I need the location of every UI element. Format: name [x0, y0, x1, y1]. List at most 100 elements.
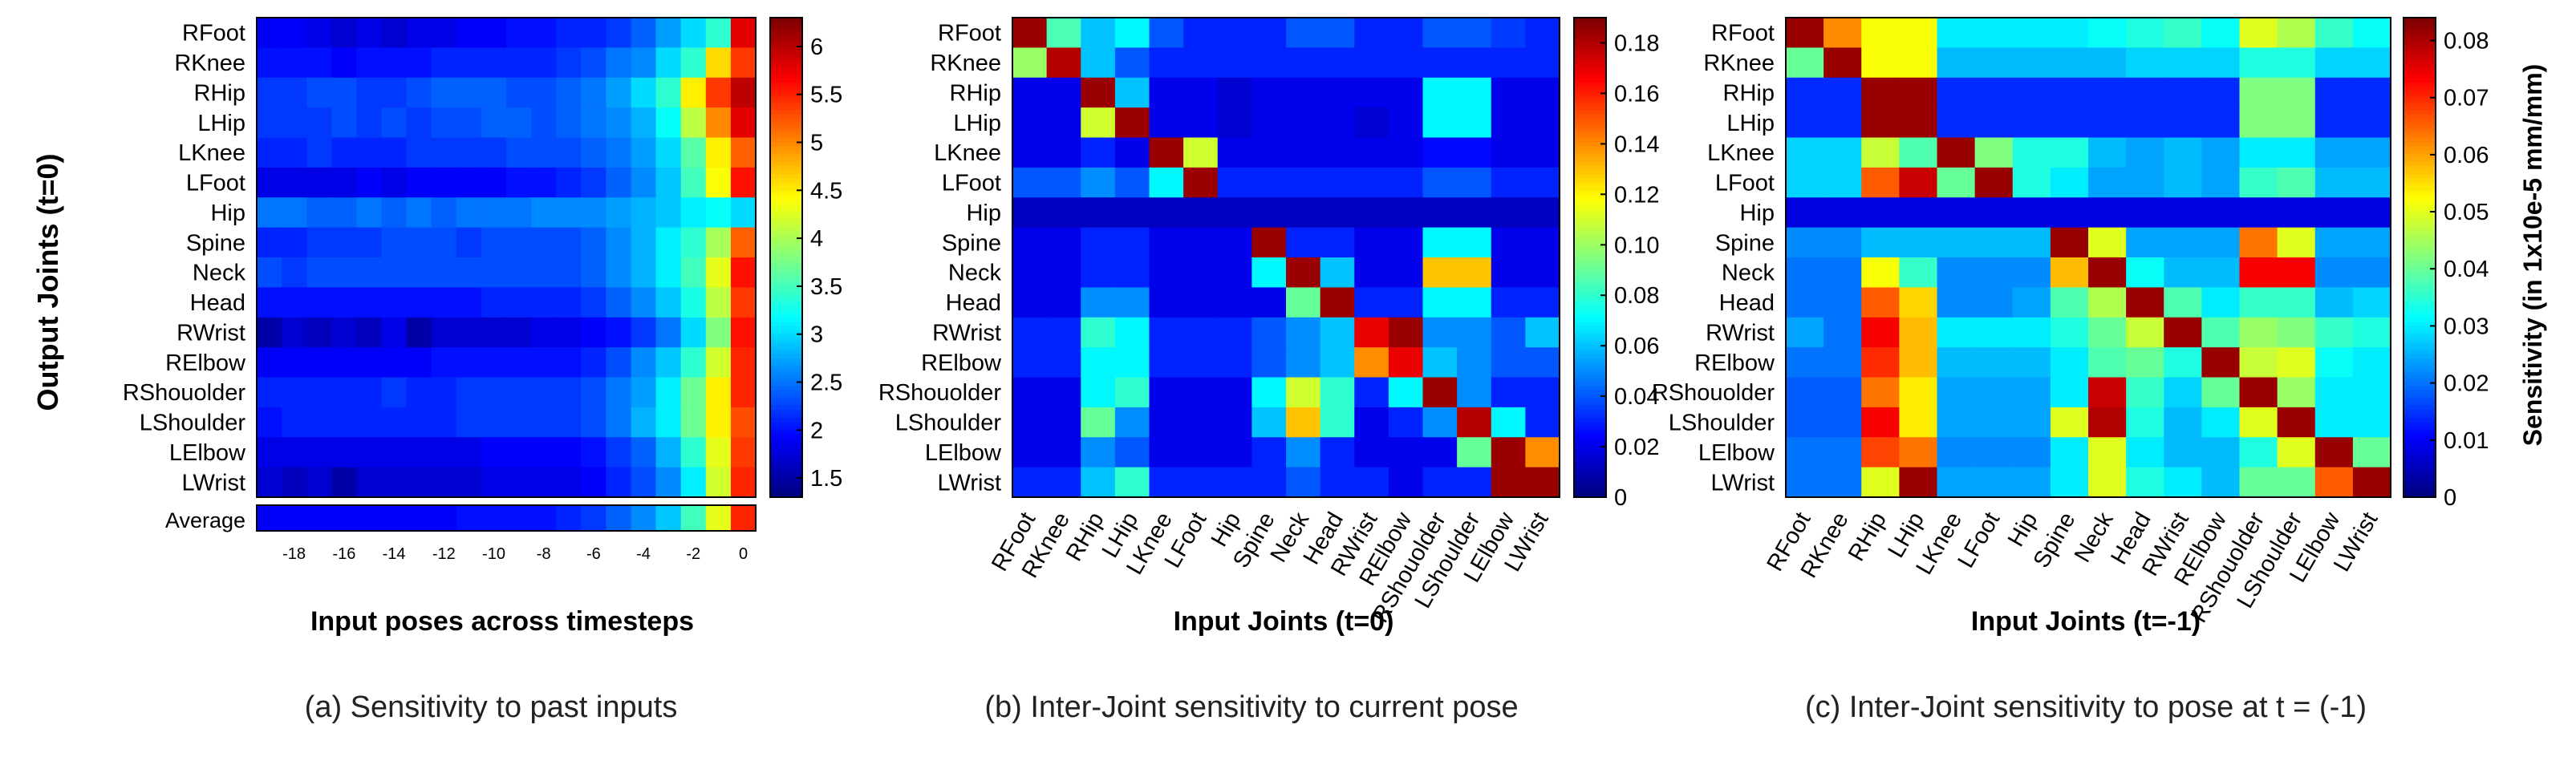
panel-c-colorbar-band: [2404, 481, 2436, 486]
panel-c-cell-r10-c7: [2050, 317, 2089, 348]
panel-a-colorbar-band: [770, 265, 802, 270]
panel-a-cell-r11-c15: [631, 347, 657, 378]
panel-c-cell-r2-c9: [2126, 77, 2164, 108]
panel-a-cell-r10-c3: [331, 317, 357, 348]
panel-a-cell-r14-c3: [331, 437, 357, 468]
panel-b-cell-r9-c3: [1114, 287, 1150, 318]
panel-a-cell-r12-c14: [606, 377, 632, 408]
panel-a-average-cell-r0-c9: [481, 505, 507, 532]
panel-c-cell-r0-c3: [1899, 18, 1938, 48]
panel-a-colorbar-band: [770, 301, 802, 306]
panel-a-x-ticks: -18 -16 -14 -12 -10 -8 -6 -4 -2 0: [282, 545, 748, 563]
panel-a-cell-r13-c10: [506, 407, 532, 438]
panel-b-cell-r1-c4: [1149, 47, 1184, 79]
panel-b-colorbar-band: [1574, 377, 1606, 383]
panel-b-cell-r4-c0: [1012, 137, 1048, 168]
panel-c-cell-r12-c8: [2088, 377, 2127, 408]
panel-c-cell-r7-c3: [1899, 227, 1938, 258]
panel-a-cell-r4-c8: [456, 137, 482, 168]
panel-a-cell-r13-c16: [655, 407, 682, 438]
panel-a-cell-r15-c8: [456, 467, 482, 498]
panel-a-cell-r9-c2: [306, 287, 332, 318]
panel-b-colorbar-band: [1574, 325, 1606, 330]
panel-b-colorbar-band: [1574, 145, 1606, 151]
panel-c-cell-r1-c8: [2088, 47, 2127, 79]
panel-b-cell-r2-c5: [1183, 77, 1219, 108]
panel-a-cell-r1-c18: [705, 47, 732, 79]
panel-a-cell-r2-c3: [331, 77, 357, 108]
panel-c-colorbar-tick-label: 0.03: [2444, 314, 2489, 339]
panel-a-cell-r15-c13: [581, 467, 606, 498]
panel-c-cell-r9-c6: [2012, 287, 2051, 318]
panel-a-cell-r6-c2: [306, 197, 332, 229]
panel-c-colorbar-band: [2404, 73, 2436, 79]
panel-b-cell-r15-c0: [1012, 467, 1048, 498]
panel-a-cell-r7-c12: [556, 227, 582, 258]
panel-b-cell-r8-c9: [1320, 257, 1355, 288]
panel-a-colorbar-band: [770, 417, 802, 423]
panel-a-cell-r3-c14: [606, 107, 632, 139]
panel-c-cell-r4-c10: [2164, 137, 2202, 168]
panel-a-caption: (a) Sensitivity to past inputs: [305, 690, 678, 724]
panel-c-colorbar-band: [2404, 345, 2436, 350]
panel-b-cell-r13-c7: [1251, 407, 1287, 438]
panel-c-cell-r15-c7: [2050, 467, 2089, 498]
panel-a-colorbar-band: [770, 349, 802, 354]
panel-a-cell-r12-c4: [356, 377, 383, 408]
panel-b-cell-r13-c11: [1388, 407, 1424, 438]
panel-c-colorbar-band: [2404, 117, 2436, 123]
panel-a-cell-r15-c12: [556, 467, 582, 498]
panel-c-cell-r12-c5: [1974, 377, 2014, 408]
panel-a-colorbar-band: [770, 297, 802, 302]
panel-a-cell-r1-c3: [331, 47, 357, 79]
panel-c-cell-r14-c8: [2088, 437, 2127, 468]
panel-b: RFoot RKnee RHip LHip LKnee LFoot Hip Spine Neck…: [878, 17, 1659, 724]
panel-b-cell-r0-c9: [1320, 18, 1355, 48]
panel-a-average-cell-r0-c11: [531, 505, 557, 532]
panel-c-colorbar-tick-label: 0.07: [2444, 86, 2489, 111]
panel-b-row-label: Hip: [966, 200, 1001, 226]
panel-b-cell-r15-c1: [1046, 467, 1081, 498]
panel-a-colorbar-band: [770, 225, 802, 230]
panel-c-colorbar-band: [2404, 449, 2436, 454]
panel-b-cell-r11-c5: [1183, 347, 1219, 378]
panel-c-cell-r11-c15: [2352, 347, 2391, 378]
panel-a-colorbar-band: [770, 305, 802, 310]
panel-a-colorbar-band: [770, 257, 802, 262]
panel-a-cell-r14-c1: [282, 437, 307, 468]
panel-b-cell-r8-c13: [1457, 257, 1492, 288]
panel-b-cell-r15-c14: [1491, 467, 1526, 498]
panel-b-cell-r14-c1: [1046, 437, 1081, 468]
panel-a-colorbar-band: [770, 133, 802, 139]
panel-b-cell-r5-c8: [1286, 167, 1321, 198]
panel-b-cell-r13-c6: [1217, 407, 1252, 438]
panel-a-cell-r2-c17: [680, 77, 707, 108]
panel-b-cell-r0-c15: [1525, 18, 1560, 48]
panel-c-cell-r3-c12: [2239, 107, 2278, 139]
panel-c-cell-r14-c1: [1823, 437, 1862, 468]
panel-b-colorbar-band: [1574, 137, 1606, 143]
panel-b-cell-r11-c11: [1388, 347, 1424, 378]
panel-c-cell-r4-c13: [2277, 137, 2316, 168]
panel-c-cell-r15-c6: [2012, 467, 2051, 498]
panel-b-cell-r14-c7: [1251, 437, 1287, 468]
panel-b-cell-r2-c6: [1217, 77, 1252, 108]
panel-b-cell-r13-c10: [1354, 407, 1389, 438]
panel-c-cell-r10-c13: [2277, 317, 2316, 348]
panel-a-cell-r14-c19: [730, 437, 757, 468]
panel-c-colorbar-tick-label: 0.01: [2444, 428, 2489, 454]
panel-c-cell-r6-c15: [2352, 197, 2391, 229]
panel-a-cell-r13-c3: [331, 407, 357, 438]
panel-a-cell-r11-c16: [655, 347, 682, 378]
panel-a-cell-r5-c3: [331, 167, 357, 198]
panel-c-row-label: RShouolder: [1652, 380, 1775, 406]
panel-a-cell-r13-c7: [431, 407, 457, 438]
panel-b-colorbar-band: [1574, 313, 1606, 318]
panel-b-colorbar-tick-label: 0.10: [1614, 233, 1659, 258]
panel-a-cell-r2-c15: [631, 77, 657, 108]
panel-b-colorbar-band: [1574, 29, 1606, 34]
panel-c-cell-r10-c0: [1786, 317, 1824, 348]
panel-b-colorbar-band: [1574, 37, 1606, 43]
panel-a-colorbar-band: [770, 209, 802, 214]
panel-b-colorbar-band: [1574, 221, 1606, 226]
